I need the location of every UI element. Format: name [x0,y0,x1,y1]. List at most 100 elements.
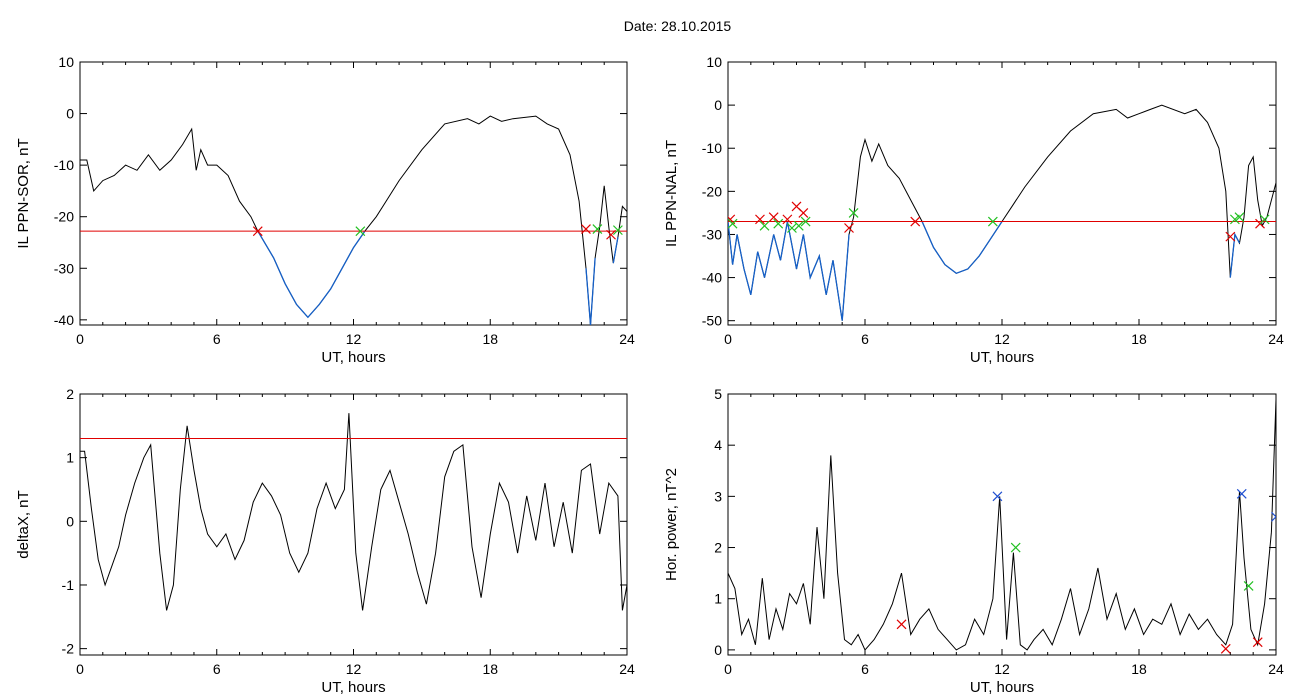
event-marker-green [800,216,811,227]
y-tick-label: -20 [702,183,722,199]
y-axis-title: IL PPN-NAL, nT [663,140,680,247]
plot-data-area [728,104,1276,321]
y-tick-label: 2 [714,540,722,556]
event-marker-red [252,226,263,237]
y-tick-label: -40 [702,270,722,286]
event-marker-blue [1271,511,1276,522]
x-tick-label: 24 [1268,661,1284,677]
series-line [728,104,1276,321]
plot-data-area [728,399,1276,654]
y-tick-label: 1 [66,450,74,466]
event-marker-green [759,220,770,231]
event-marker-blue [992,491,1003,502]
y-tick-label: 5 [714,386,722,402]
x-tick-label: 12 [346,661,362,677]
x-tick-label: 6 [861,661,869,677]
x-tick-label: 18 [1131,331,1147,347]
plot-data-area [80,413,627,611]
x-axis-title: UT, hours [321,349,385,366]
plot-frame [79,61,628,326]
event-marker-green [773,218,784,229]
event-marker-red [581,224,591,235]
event-marker-green [612,225,623,236]
y-axis-title: IL PPN-SOR, nT [15,138,32,248]
y-tick-label: 0 [714,642,722,658]
y-tick-label: -20 [54,209,74,225]
x-tick-label: 6 [213,661,221,677]
y-tick-label: 0 [714,97,722,113]
event-marker-green [728,218,738,229]
x-tick-label: 0 [724,331,732,347]
series-line [728,399,1276,651]
event-marker-green [987,216,998,227]
y-tick-label: 0 [66,106,74,122]
x-tick-label: 0 [76,661,84,677]
x-tick-label: 0 [724,661,732,677]
y-tick-label: 2 [66,386,74,402]
plot-frame [727,61,1277,326]
event-marker-red [606,229,616,240]
event-marker-green [848,207,859,218]
plot-frame [79,393,628,656]
y-tick-label: 10 [58,54,74,70]
y-tick-label: -40 [54,312,74,328]
series-line [80,115,627,325]
x-tick-label: 24 [619,661,635,677]
series-line [80,413,627,611]
x-axis-title: UT, hours [970,679,1034,696]
x-tick-label: 12 [346,331,362,347]
x-axis-title: UT, hours [321,679,385,696]
x-tick-label: 24 [619,331,635,347]
series-below-threshold [585,257,596,325]
event-marker-red [768,212,779,223]
y-tick-label: -50 [702,313,722,329]
event-marker-green [1259,214,1270,225]
y-tick-label: -30 [702,226,722,242]
series-below-threshold [612,237,619,264]
plot-frame [727,393,1277,656]
event-marker-green [1243,580,1254,591]
event-marker-red [896,619,907,630]
x-tick-label: 12 [994,331,1010,347]
event-marker-red [1252,637,1263,648]
y-tick-label: -30 [54,260,74,276]
x-tick-label: 18 [482,331,498,347]
x-tick-label: 12 [994,661,1010,677]
event-marker-green [787,223,797,233]
event-marker-red [1225,231,1236,242]
event-marker-green [1234,212,1245,223]
x-tick-label: 0 [76,331,84,347]
figure-title: Date: 28.10.2015 [623,18,732,34]
x-tick-label: 6 [861,331,869,347]
event-marker-green [1010,542,1021,553]
x-axis-title: UT, hours [970,349,1034,366]
y-tick-label: 0 [66,513,74,529]
y-axis-title: deltaX, nT [15,490,32,558]
event-marker-red [844,223,854,233]
event-marker-green [592,224,603,235]
event-marker-red [755,214,765,225]
y-tick-label: 3 [714,488,722,504]
plot-data-area [80,115,627,325]
event-marker-red [782,214,793,225]
series-below-threshold [257,230,366,319]
y-tick-label: -10 [702,140,722,156]
event-marker-blue [1236,488,1247,499]
y-tick-label: 10 [706,54,722,70]
x-tick-label: 24 [1268,331,1284,347]
y-axis-title: Hor. power, nT^2 [663,468,680,581]
x-tick-label: 18 [1131,661,1147,677]
event-marker-green [793,220,804,231]
chart-panel-il-ppn-nal: 0 6 12 18 24 -50 -40 -30 -20 -10 0 10 UT, hours IL PP… [663,54,1284,366]
series-below-threshold [921,221,1003,275]
event-marker-red [910,216,921,227]
y-tick-label: -10 [54,157,74,173]
chart-panel-il-ppn-sor: 0 6 12 18 24 -40 -30 -20 -10 0 10 UT, hours IL PPN-S… [15,54,635,366]
x-tick-label: 18 [482,661,498,677]
series-below-threshold [728,221,850,321]
y-tick-label: -2 [62,641,75,657]
series-below-threshold [1229,232,1241,278]
event-marker-green [355,226,366,237]
